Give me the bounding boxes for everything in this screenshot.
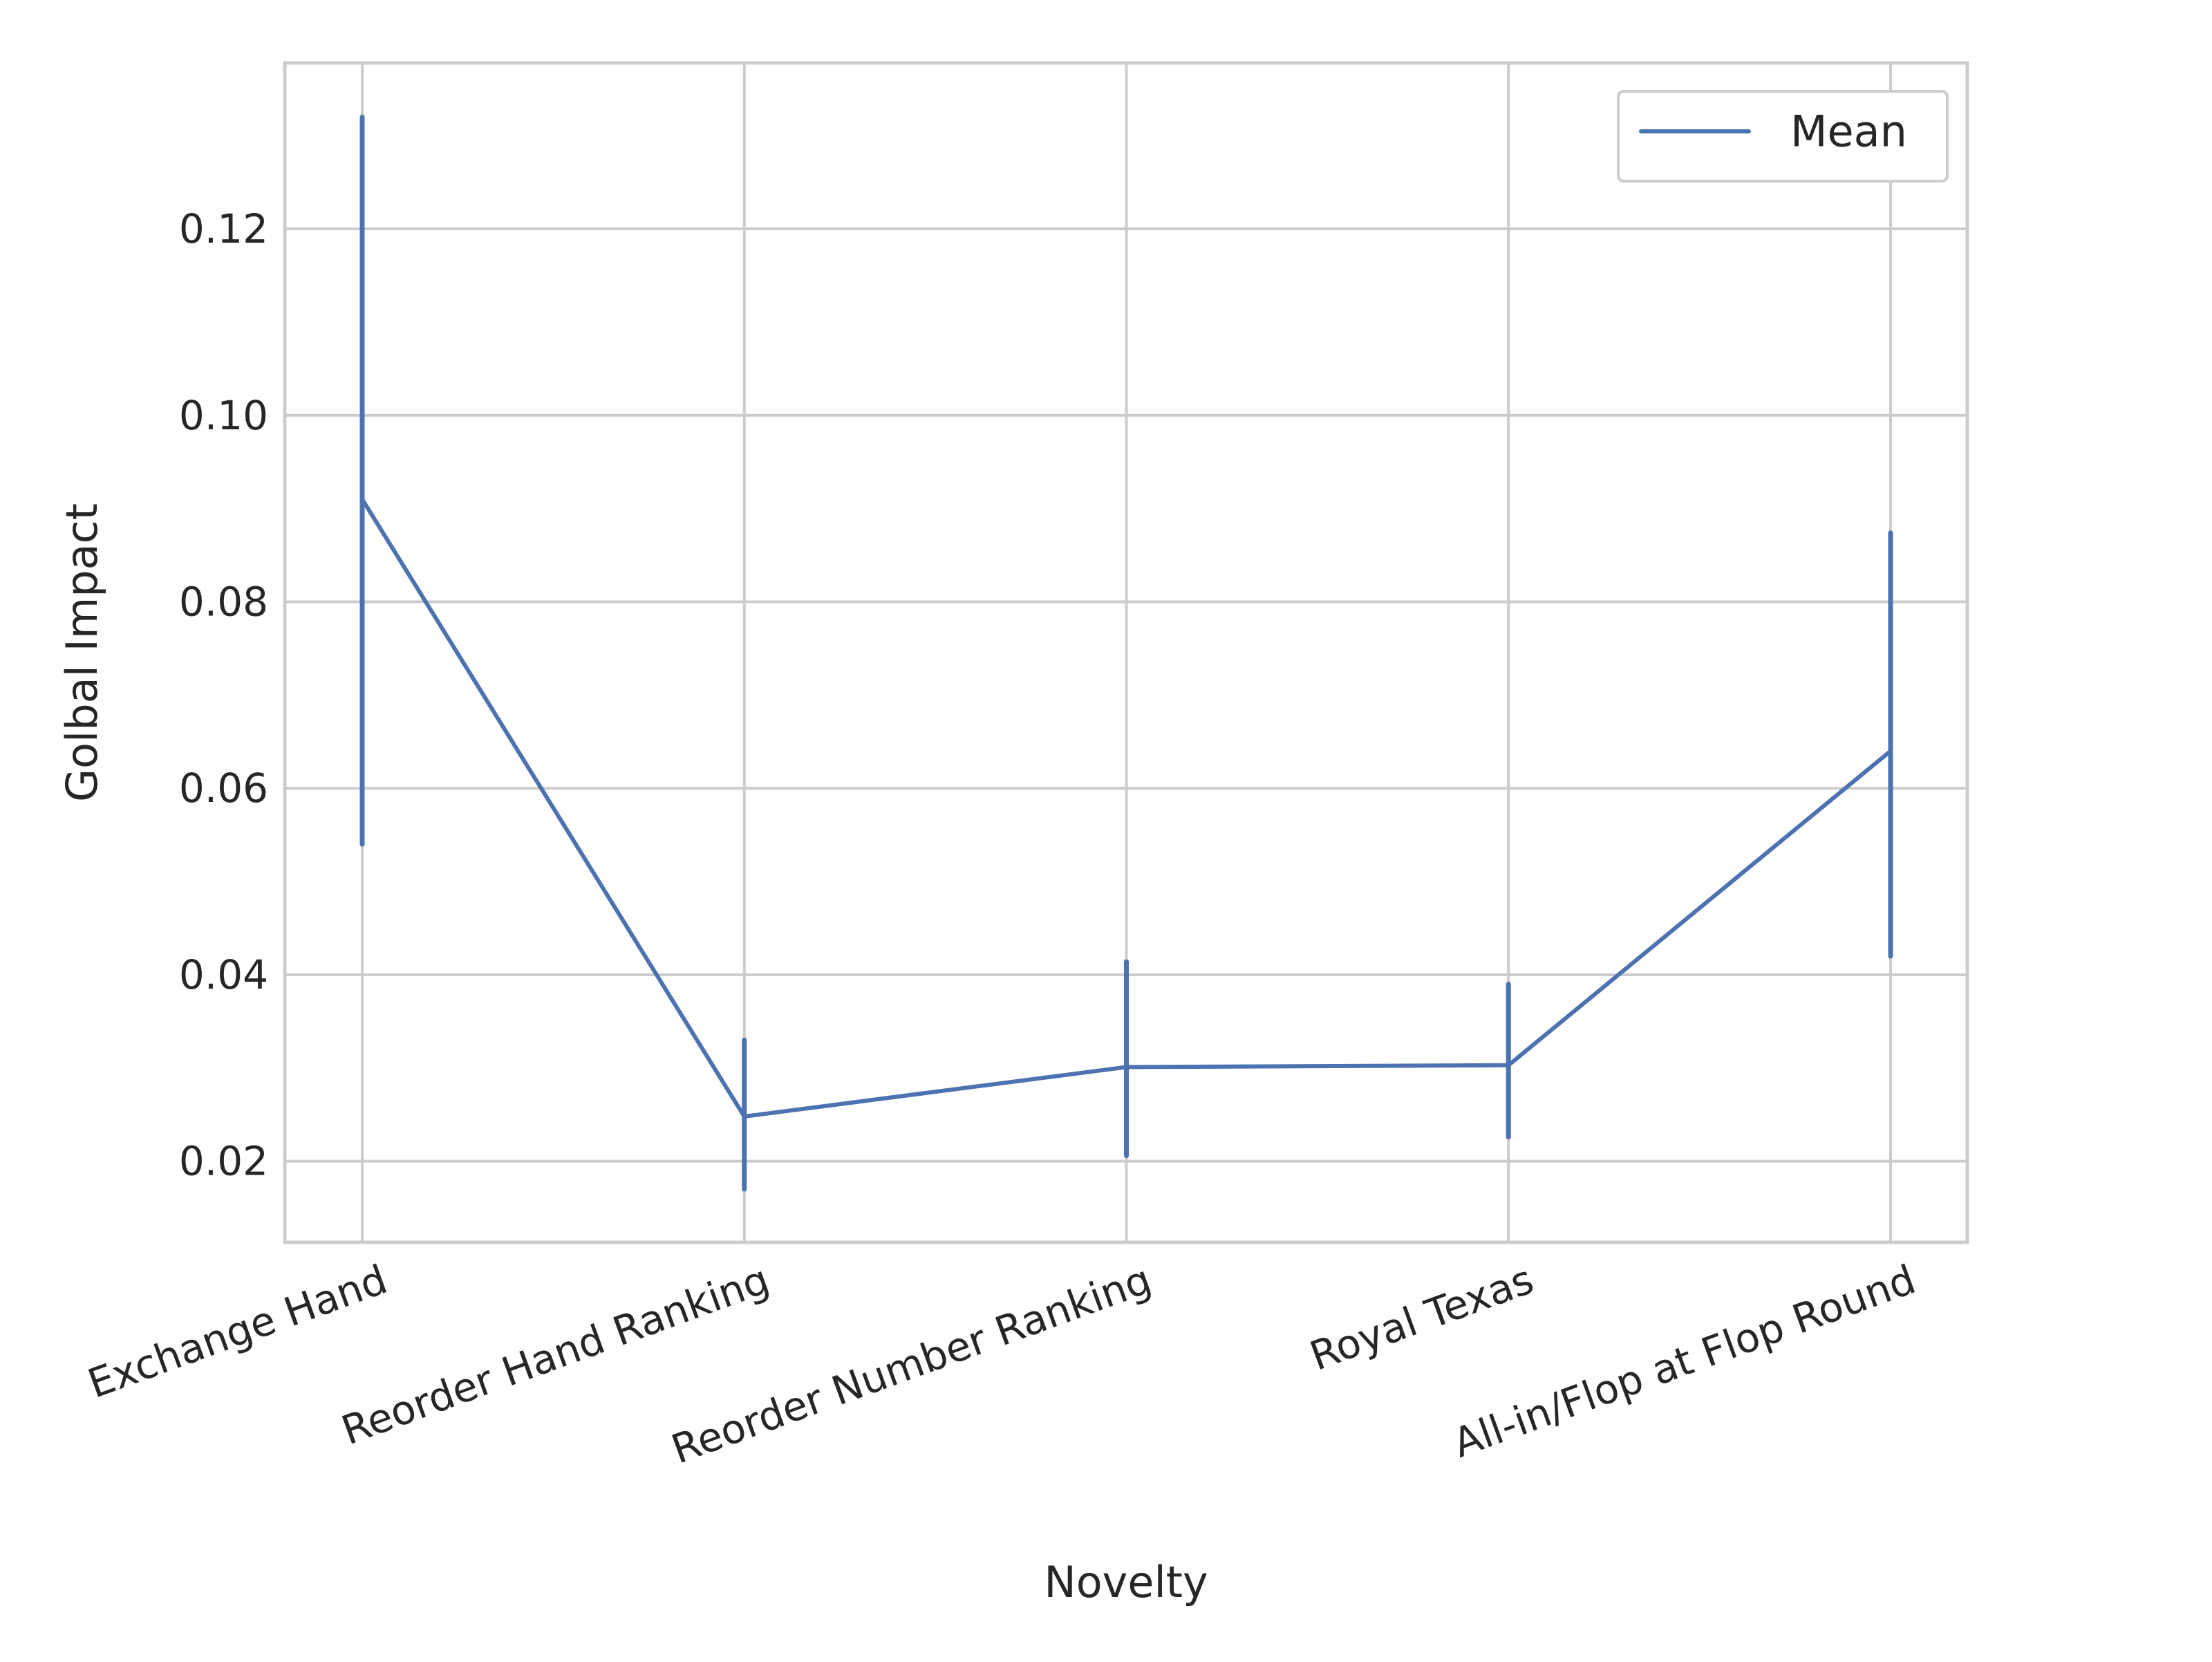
axes-frame — [283, 61, 1969, 1244]
data-point — [1888, 749, 1893, 754]
axes-spines — [283, 61, 1969, 1244]
data-point — [742, 1114, 747, 1119]
x-tick-label: Royal Texas — [1304, 1255, 1539, 1379]
y-tick-label: 0.12 — [179, 205, 268, 252]
data-point — [360, 497, 364, 502]
y-tick-label: 0.10 — [179, 392, 268, 439]
x-tick-label: Exchange Hand — [82, 1255, 393, 1407]
legend: Mean — [1617, 90, 1949, 183]
legend-label: Mean — [1790, 106, 1907, 157]
legend-box — [1617, 90, 1949, 183]
y-axis-label: Golbal Impact — [57, 503, 107, 802]
y-tick-label: 0.06 — [179, 765, 268, 812]
data-point — [1124, 1065, 1129, 1070]
y-tick-label: 0.04 — [179, 951, 268, 998]
data-point — [1506, 1063, 1511, 1067]
y-tick-label: 0.02 — [179, 1138, 268, 1185]
series-layer — [359, 114, 1893, 1192]
y-tick-label: 0.08 — [179, 579, 268, 626]
x-axis-label: Novelty — [1044, 1557, 1208, 1607]
